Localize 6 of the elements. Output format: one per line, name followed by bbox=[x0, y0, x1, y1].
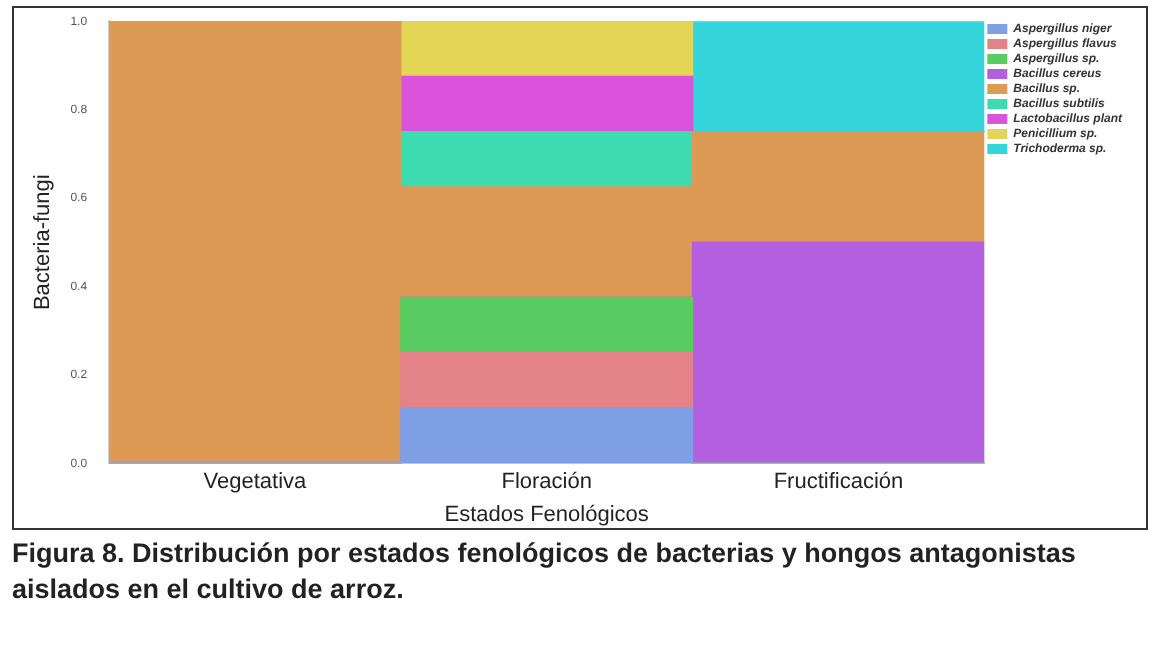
x-tick-label: Floración bbox=[501, 470, 592, 495]
x-tick-label: Fructificación bbox=[773, 470, 904, 495]
x-tick-label: Vegetativa bbox=[203, 470, 309, 495]
x-axis-title: Estados Fenológicos bbox=[444, 502, 650, 527]
y-axis-title: Bacteria-fungi bbox=[31, 174, 56, 311]
text: Figura 8. Distribución por estados fenológicos de bacterias y hongos antagonistas aislados en el cultivo de arroz. bbox=[12, 536, 1078, 608]
